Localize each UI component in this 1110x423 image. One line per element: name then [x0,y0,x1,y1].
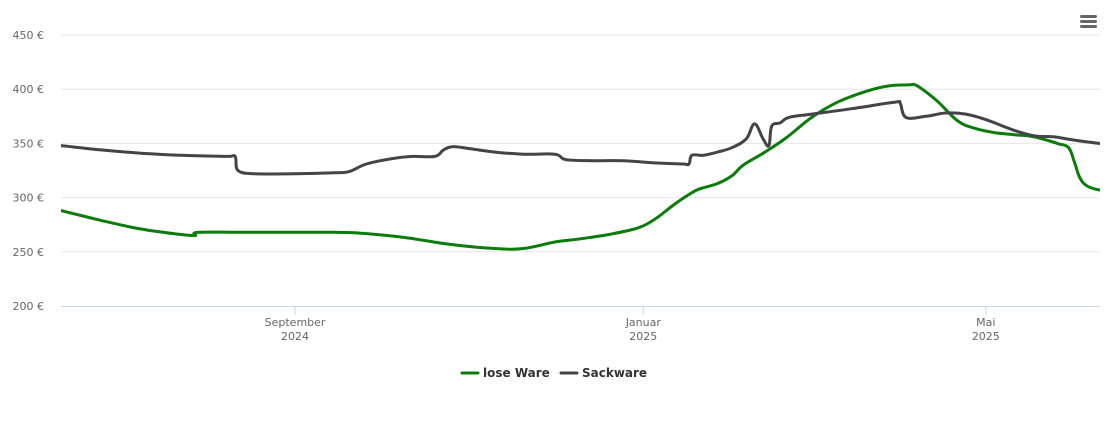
series-lines [61,82,1100,251]
y-tick-label: 300 € [13,192,45,205]
series-line-sackware [61,99,1100,176]
chart-menu-button[interactable] [1079,14,1099,30]
hamburger-menu-icon [1080,15,1097,28]
legend-label: Sackware [582,366,647,380]
x-tick-label: September [265,316,326,329]
y-axis-labels: 200 € 250 € 300 € 350 € 400 € 450 € [13,29,45,313]
grid-lines [61,34,1100,253]
x-tick-label: Januar [625,316,662,329]
y-tick-label: 200 € [13,300,45,313]
legend-item-sackware[interactable]: Sackware [559,366,647,380]
y-tick-label: 400 € [13,83,45,96]
legend-label: lose Ware [483,366,550,380]
legend-item-lose-ware[interactable]: lose Ware [460,366,550,380]
x-tick-year-label: 2025 [972,330,1000,343]
y-tick-label: 250 € [13,246,45,259]
x-tick-label: Mai [976,316,995,329]
x-tick-year-label: 2024 [281,330,309,343]
x-tick-year-label: 2025 [629,330,657,343]
series-line-lose-ware [61,82,1100,251]
y-tick-label: 350 € [13,137,45,150]
legend: lose Ware Sackware [460,366,647,380]
y-tick-label: 450 € [13,29,45,42]
